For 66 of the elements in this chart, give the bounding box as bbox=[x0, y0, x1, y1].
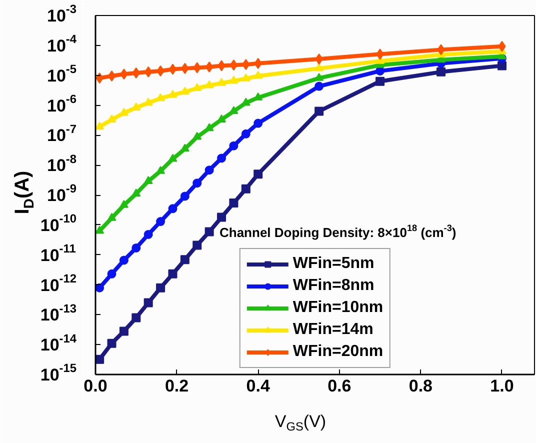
point bbox=[229, 141, 238, 150]
x-tick-label: 0.0 bbox=[84, 376, 108, 396]
point bbox=[144, 230, 153, 239]
point bbox=[314, 63, 324, 72]
point bbox=[107, 269, 116, 278]
y-axis-title: ID(A) bbox=[12, 170, 36, 214]
point bbox=[217, 78, 226, 86]
point bbox=[156, 217, 166, 226]
x-tick-label: 0.2 bbox=[164, 376, 189, 396]
point bbox=[241, 129, 250, 138]
point bbox=[217, 114, 226, 122]
point bbox=[217, 154, 226, 163]
point bbox=[217, 212, 226, 222]
point bbox=[314, 106, 324, 116]
point bbox=[230, 60, 238, 71]
point bbox=[314, 82, 324, 91]
point bbox=[241, 73, 250, 82]
point bbox=[107, 338, 116, 348]
point bbox=[132, 313, 141, 322]
legend-label: WFin=5nm bbox=[292, 255, 374, 273]
legend-label: WFin=20nm bbox=[292, 343, 384, 361]
point bbox=[180, 255, 190, 264]
point bbox=[119, 200, 128, 208]
legend-label: WFin=8nm bbox=[292, 277, 374, 295]
point bbox=[108, 70, 116, 82]
legend-label: WFin=14m bbox=[292, 321, 374, 339]
point bbox=[376, 76, 385, 86]
point bbox=[119, 326, 128, 336]
point bbox=[205, 61, 214, 72]
x-tick-label: 1.0 bbox=[490, 376, 514, 396]
point bbox=[229, 106, 238, 114]
point bbox=[156, 283, 166, 292]
point bbox=[180, 144, 190, 152]
point bbox=[168, 64, 177, 75]
point bbox=[119, 256, 128, 265]
point bbox=[204, 227, 214, 236]
point bbox=[241, 184, 250, 194]
point bbox=[204, 166, 214, 175]
point bbox=[168, 154, 178, 162]
point bbox=[436, 67, 446, 76]
point bbox=[168, 204, 178, 214]
legend-label: WFin=10nm bbox=[292, 299, 384, 317]
x-tick-label: 0.6 bbox=[328, 376, 352, 396]
point bbox=[204, 80, 214, 88]
point bbox=[132, 188, 141, 197]
point bbox=[229, 76, 238, 84]
point bbox=[96, 226, 104, 234]
point bbox=[192, 132, 202, 140]
point bbox=[254, 118, 263, 128]
point bbox=[229, 198, 238, 208]
point bbox=[156, 166, 166, 174]
point bbox=[107, 212, 116, 221]
x-tick-label: 0.8 bbox=[408, 376, 433, 396]
point bbox=[180, 86, 190, 95]
point bbox=[254, 170, 263, 179]
point bbox=[144, 298, 153, 308]
point bbox=[192, 178, 202, 188]
point bbox=[254, 70, 263, 79]
point bbox=[168, 269, 178, 278]
point bbox=[132, 243, 141, 252]
point bbox=[192, 240, 202, 250]
point bbox=[180, 192, 190, 201]
point bbox=[168, 90, 178, 98]
x-tick-label: 0.4 bbox=[246, 376, 270, 396]
point bbox=[96, 122, 104, 130]
point bbox=[144, 176, 153, 184]
